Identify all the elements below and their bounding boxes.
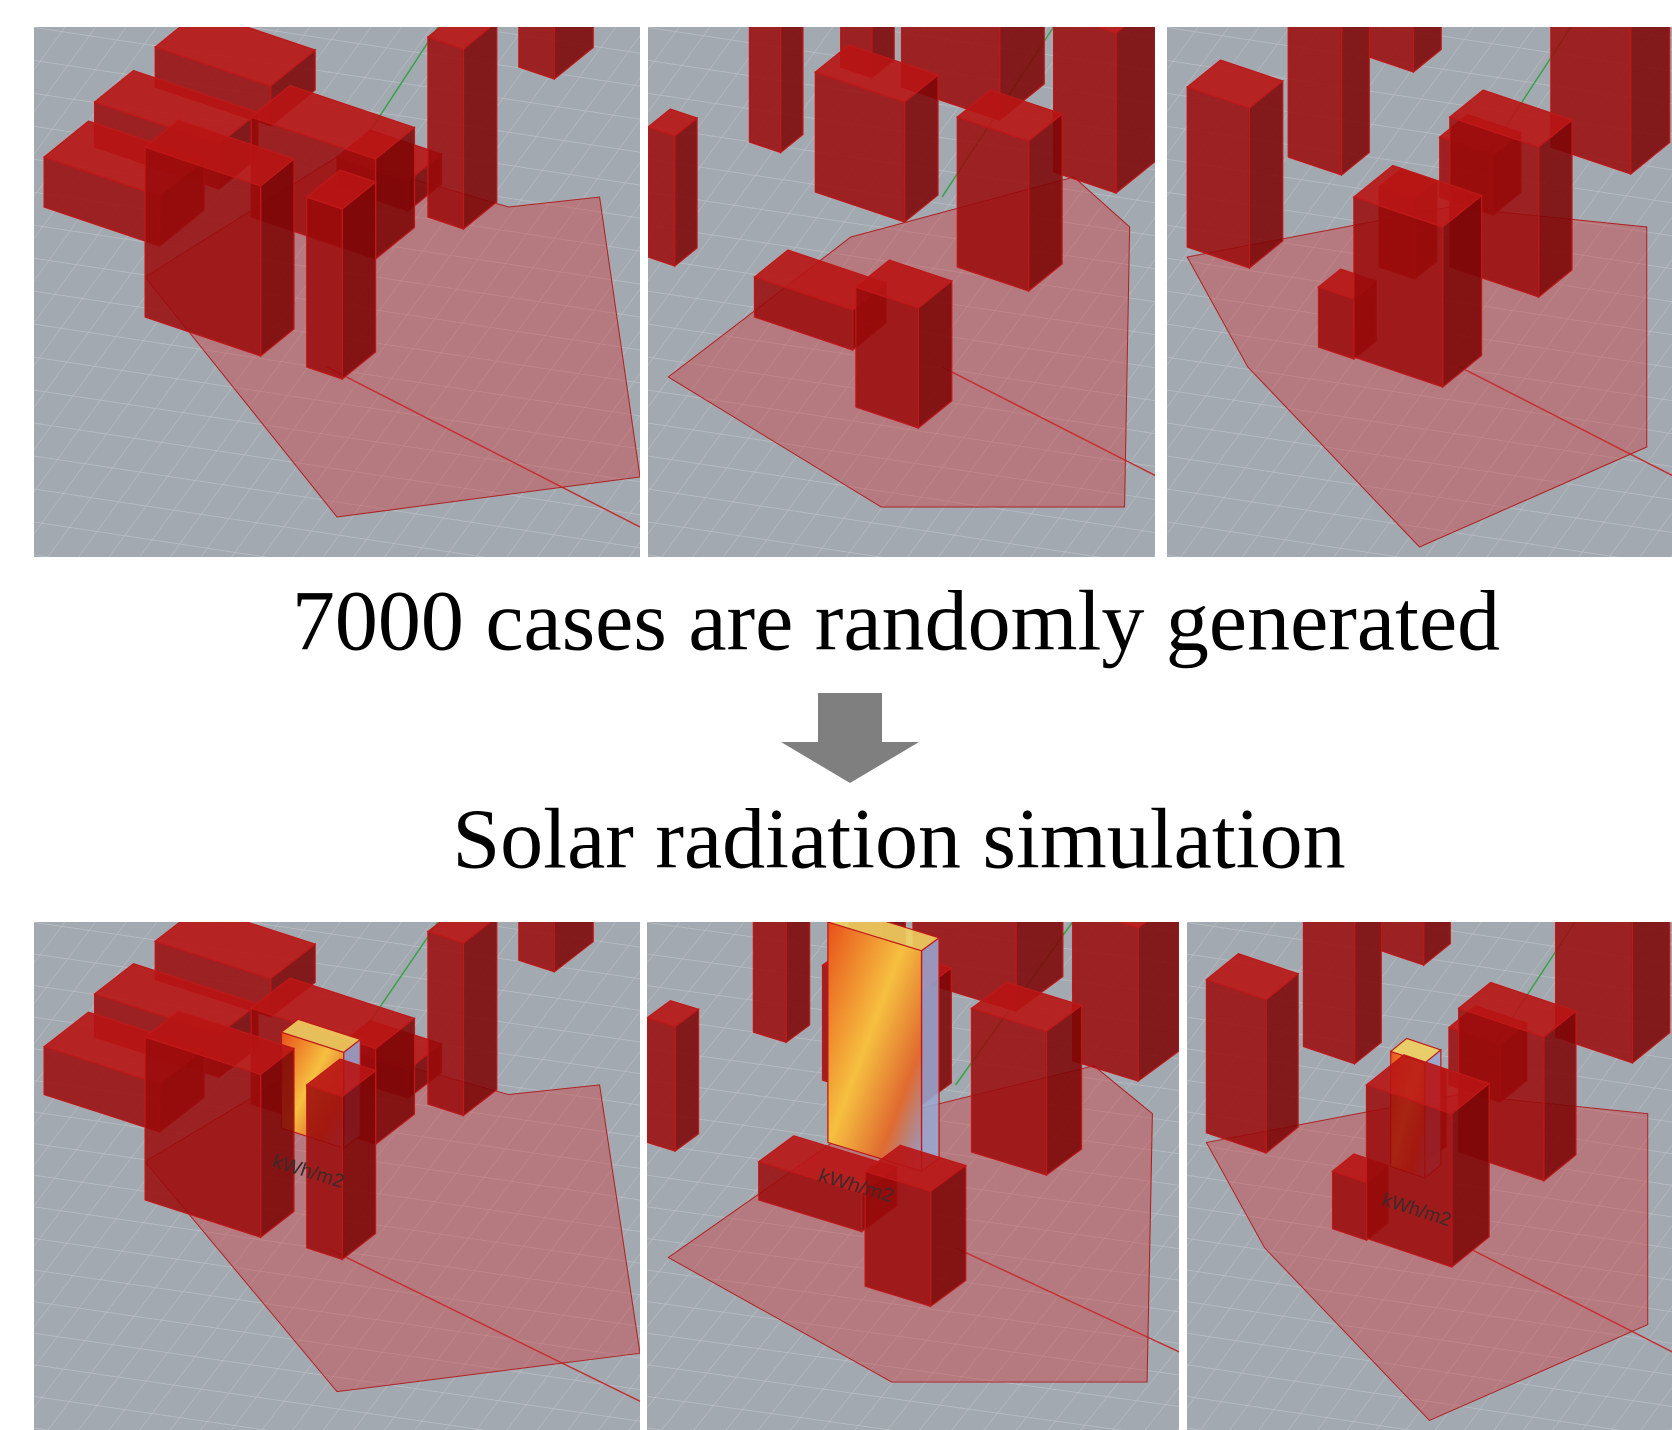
front-face [1381, 788, 1424, 965]
caption-bottom: Solar radiation simulation [452, 791, 1345, 887]
render-panel [1167, 0, 1672, 557]
building [307, 1059, 376, 1259]
top-face [1551, 0, 1670, 4]
building [856, 260, 952, 428]
side-face [463, 917, 496, 1115]
building [972, 982, 1082, 1175]
front-face [648, 127, 675, 266]
top-face [519, 738, 593, 780]
building [1354, 166, 1482, 388]
figure: 7000 cases are randomly generated Solar … [0, 0, 1672, 1430]
side-face [1249, 81, 1282, 268]
side-face [261, 1049, 294, 1238]
building [1366, 1055, 1489, 1267]
building [957, 90, 1062, 291]
front-face [428, 932, 464, 1116]
front-face [647, 1018, 675, 1151]
caption-top: 7000 cases are randomly generated [292, 573, 1500, 669]
building [749, 0, 803, 153]
side-face [1539, 120, 1572, 297]
side-face [1424, 781, 1451, 966]
side-face [1046, 1005, 1081, 1175]
side-face [1631, 0, 1670, 174]
building [865, 1145, 966, 1306]
building [647, 1001, 698, 1151]
side-face [922, 938, 940, 1171]
side-face [261, 159, 294, 356]
side-face [1266, 974, 1298, 1153]
side-face [1632, 870, 1669, 1063]
front-face [749, 0, 780, 153]
side-face [342, 1071, 375, 1260]
front-face [1354, 197, 1443, 387]
side-face [1342, 0, 1370, 175]
front-face [1187, 87, 1249, 268]
building [428, 906, 497, 1116]
render-panel [648, 0, 1256, 557]
front-face [828, 922, 922, 1171]
side-face [781, 0, 803, 153]
side-face [1443, 196, 1482, 388]
render-panel [34, 0, 640, 557]
building [1054, 0, 1156, 193]
front-face [519, 0, 555, 79]
building [428, 10, 497, 229]
front-face [307, 197, 343, 379]
front-face [1073, 908, 1139, 1081]
side-face [342, 182, 375, 379]
side-face [1544, 1011, 1576, 1181]
front-face [1288, 0, 1341, 175]
building [145, 1011, 294, 1237]
top-face [1556, 844, 1670, 900]
front-face [1054, 12, 1116, 193]
building [1073, 877, 1180, 1081]
side-face [675, 1009, 698, 1151]
side-face [463, 22, 496, 229]
building [1381, 766, 1450, 965]
page: 7000 cases are randomly generated Solar … [0, 0, 1672, 1430]
side-face [1138, 898, 1179, 1082]
front-face [1206, 980, 1266, 1153]
front-face [428, 37, 464, 229]
building [1187, 60, 1283, 268]
down-arrow [781, 693, 919, 783]
building [1288, 0, 1369, 175]
simulated-building [828, 909, 939, 1171]
front-face [1366, 1085, 1451, 1267]
front-face [972, 1008, 1047, 1175]
side-face [1452, 1084, 1489, 1268]
building [815, 45, 938, 222]
top-face [1381, 766, 1450, 802]
building [145, 120, 294, 356]
side-face [1116, 2, 1155, 194]
front-face [957, 117, 1028, 291]
side-face [1355, 851, 1382, 1064]
building [1206, 954, 1298, 1153]
building [307, 170, 376, 379]
side-face [1029, 114, 1062, 291]
building [648, 109, 697, 266]
side-face [675, 118, 697, 266]
front-face [856, 287, 918, 428]
